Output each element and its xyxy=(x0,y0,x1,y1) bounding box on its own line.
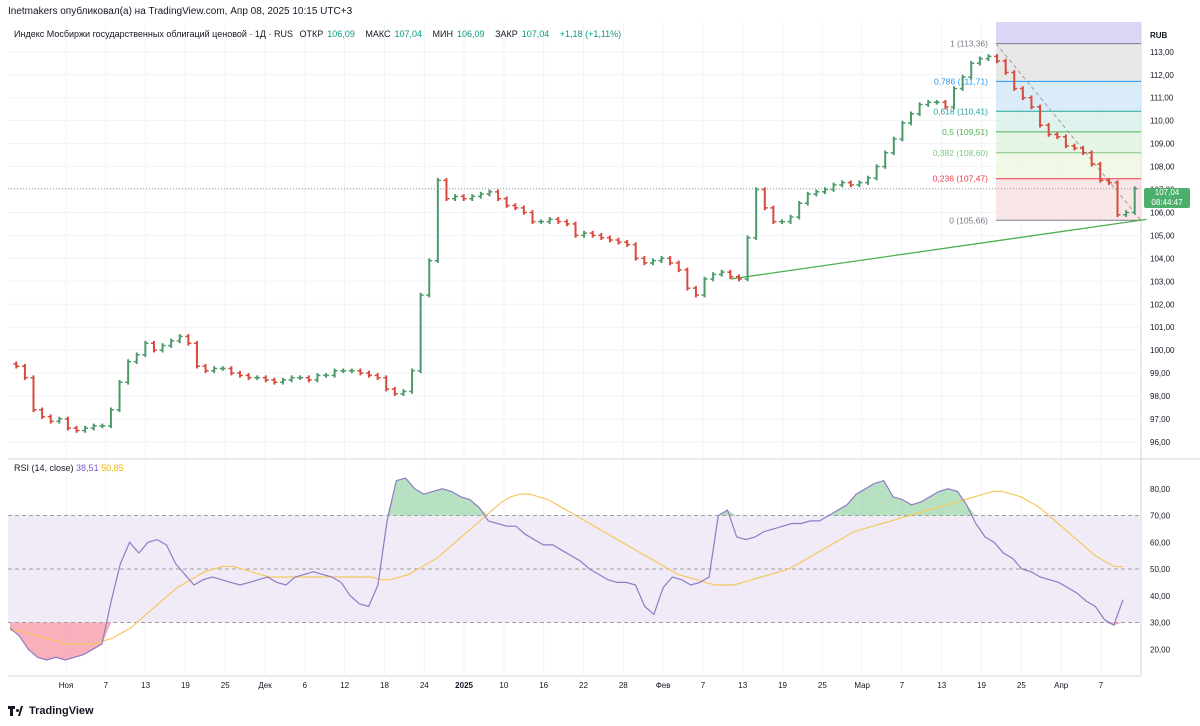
fib-zone xyxy=(996,152,1141,179)
tradingview-logo-icon xyxy=(8,706,24,716)
time-tick-label: 13 xyxy=(141,681,150,690)
price-tick-label: 98,00 xyxy=(1150,392,1171,401)
change-value: +1,18 (+1,11%) xyxy=(559,29,622,39)
time-tick-label: 12 xyxy=(340,681,349,690)
rsi-tick-label: 60,00 xyxy=(1150,538,1171,547)
fib-level-label: 0,786 (111,71) xyxy=(934,76,988,86)
current-price-badge: 107,04 08:44:47 xyxy=(1144,188,1190,208)
time-tick-label: 16 xyxy=(539,681,548,690)
high-value: 107,04 xyxy=(394,29,423,39)
rsi-legend: RSI (14, close) 38,51 50,85 xyxy=(14,463,124,473)
fib-zone xyxy=(996,43,1141,82)
time-tick-label: 7 xyxy=(701,681,706,690)
time-tick-label: 24 xyxy=(420,681,429,690)
price-tick-label: 105,00 xyxy=(1150,231,1175,240)
time-tick-label: Ноя xyxy=(59,681,74,690)
rsi-tick-label: 20,00 xyxy=(1150,645,1171,654)
time-tick-label: 22 xyxy=(579,681,588,690)
fib-level-label: 1 (113,36) xyxy=(950,39,988,49)
low-value: 106,09 xyxy=(457,29,485,39)
price-tick-label: 108,00 xyxy=(1150,163,1175,172)
rsi-line xyxy=(9,477,1124,661)
support-trendline xyxy=(730,218,1147,280)
price-tick-label: 113,00 xyxy=(1150,48,1174,57)
time-tick-label: 6 xyxy=(303,681,308,690)
price-tick-label: 100,00 xyxy=(1150,346,1175,355)
time-tick-label: 2025 xyxy=(455,681,473,690)
time-tick-label: 7 xyxy=(104,681,109,690)
currency-label: RUB xyxy=(1150,31,1168,40)
price-tick-label: 110,00 xyxy=(1150,117,1174,126)
close-value: 107,04 xyxy=(521,29,550,39)
price-tick-label: 101,00 xyxy=(1150,323,1175,332)
fib-zone xyxy=(996,111,1141,132)
open-value: 106,09 xyxy=(327,29,355,39)
price-tick-label: 102,00 xyxy=(1150,300,1175,309)
fib-zone xyxy=(996,81,1141,112)
time-tick-label: 25 xyxy=(1017,681,1026,690)
time-tick-label: 28 xyxy=(619,681,628,690)
price-tick-label: 112,00 xyxy=(1150,71,1174,80)
fib-level-label: 0,236 (107,47) xyxy=(933,174,988,184)
open-key: ОТКР xyxy=(299,29,324,39)
price-bars xyxy=(13,54,1138,433)
rsi-label: RSI (14, close) xyxy=(14,463,74,473)
time-tick-label: 13 xyxy=(937,681,946,690)
fib-level-label: 0,5 (109,51) xyxy=(942,127,988,137)
fib-level-label: 0 (105,66) xyxy=(949,215,988,225)
fib-zone xyxy=(996,131,1141,153)
rsi-ma-line xyxy=(10,490,1124,645)
time-tick-label: Фев xyxy=(656,681,671,690)
time-tick-label: 7 xyxy=(1099,681,1104,690)
rsi-value: 38,51 xyxy=(76,463,99,473)
fib-zone-top xyxy=(996,22,1141,44)
publish-text: Inetmakers опубликовал(а) на TradingView… xyxy=(8,6,353,17)
low-key: МИН xyxy=(432,29,454,39)
time-tick-label: 7 xyxy=(900,681,905,690)
time-tick-label: 25 xyxy=(818,681,827,690)
time-tick-label: Мар xyxy=(854,681,870,690)
fib-level-label: 0,618 (110,41) xyxy=(933,106,988,116)
price-tick-label: 111,00 xyxy=(1150,94,1174,103)
high-key: МАКС xyxy=(365,29,391,39)
time-tick-label: Дек xyxy=(258,681,272,690)
price-tick-label: 97,00 xyxy=(1150,415,1171,424)
rsi-tick-label: 50,00 xyxy=(1150,565,1171,574)
price-tick-label: 104,00 xyxy=(1150,254,1175,263)
time-tick-label: Апр xyxy=(1054,681,1069,690)
chart-legend: Индекс Мосбиржи государственных облигаци… xyxy=(14,29,625,39)
tradingview-logo-text: TradingView xyxy=(29,705,94,717)
price-tick-label: 109,00 xyxy=(1150,140,1175,149)
rsi-tick-label: 70,00 xyxy=(1150,512,1171,521)
close-key: ЗАКР xyxy=(495,29,518,39)
price-tick-label: 96,00 xyxy=(1150,438,1171,447)
time-tick-label: 19 xyxy=(181,681,190,690)
rsi-band xyxy=(8,515,1141,623)
publish-header: Inetmakers опубликовал(а) на TradingView… xyxy=(8,6,352,17)
time-tick-label: 19 xyxy=(778,681,787,690)
fib-level-label: 0,382 (108,60) xyxy=(933,148,988,158)
price-tick-label: 99,00 xyxy=(1150,369,1171,378)
time-tick-label: 13 xyxy=(738,681,747,690)
rsi-ma-value: 50,85 xyxy=(101,463,124,473)
time-tick-label: 10 xyxy=(499,681,508,690)
time-tick-label: 18 xyxy=(380,681,389,690)
rsi-tick-label: 80,00 xyxy=(1150,485,1171,494)
time-tick-label: 19 xyxy=(977,681,986,690)
price-tick-label: 106,00 xyxy=(1150,208,1175,217)
instrument-name: Индекс Мосбиржи государственных облигаци… xyxy=(14,29,294,39)
tradingview-logo[interactable]: TradingView xyxy=(8,705,94,717)
time-tick-label: 25 xyxy=(221,681,230,690)
rsi-tick-label: 40,00 xyxy=(1150,592,1171,601)
countdown-timer: 08:44:47 xyxy=(1151,198,1183,207)
rsi-tick-label: 30,00 xyxy=(1150,619,1171,628)
price-tick-label: 103,00 xyxy=(1150,277,1175,286)
current-price-value: 107,04 xyxy=(1154,188,1180,197)
